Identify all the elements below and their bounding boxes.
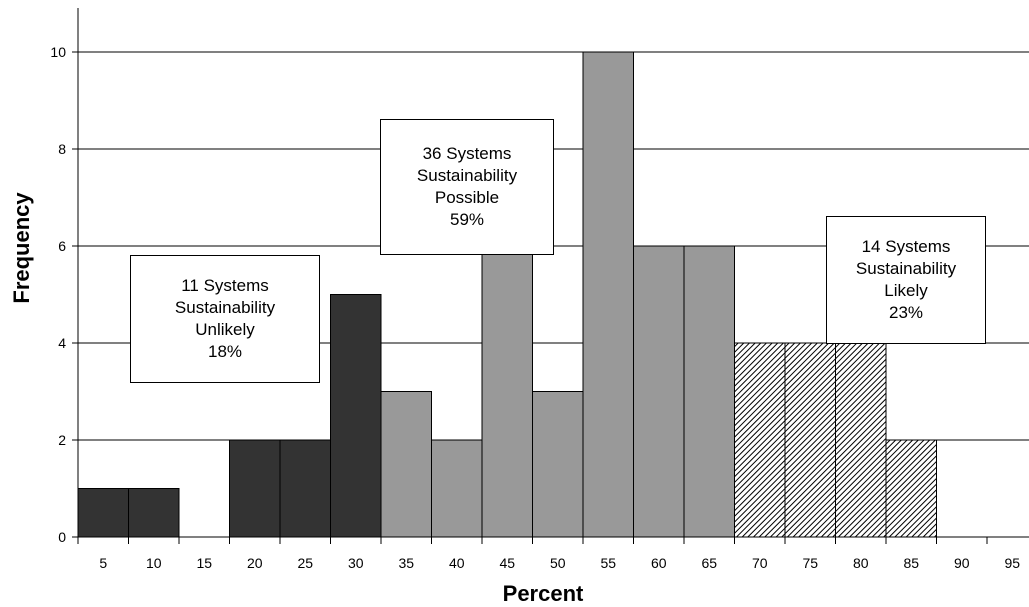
bar-65 bbox=[683, 245, 735, 538]
y-tick-labels: 0 2 4 6 8 10 bbox=[50, 44, 66, 545]
y-tick-label-6: 6 bbox=[58, 238, 66, 254]
annotation-possible-line-1: Sustainability bbox=[416, 166, 518, 185]
bar-30 bbox=[330, 294, 382, 538]
annotation-likely-line-0: 14 Systems bbox=[861, 237, 951, 256]
bar-20 bbox=[229, 439, 281, 538]
y-tick-label-8: 8 bbox=[58, 141, 66, 157]
annotation-possible-line-0: 36 Systems bbox=[422, 144, 512, 163]
y-tick-label-4: 4 bbox=[58, 335, 66, 351]
x-tick-label-15: 15 bbox=[196, 555, 212, 571]
x-tick-label-30: 30 bbox=[348, 555, 364, 571]
x-tick-label-75: 75 bbox=[802, 555, 818, 571]
bar-45 bbox=[481, 245, 533, 538]
bar-80 bbox=[835, 342, 887, 538]
x-tick-labels: 5 10 15 20 25 30 35 40 45 50 55 60 65 70 75 80 85 90 95 bbox=[99, 555, 1020, 571]
x-tick-label-25: 25 bbox=[297, 555, 313, 571]
bar-25 bbox=[279, 439, 331, 538]
annotation-possible-line-2: Possible bbox=[434, 188, 500, 207]
x-tick-label-85: 85 bbox=[903, 555, 919, 571]
y-tick-label-10: 10 bbox=[50, 44, 66, 60]
annotation-likely-line-1: Sustainability bbox=[855, 259, 957, 278]
y-axis-title: Frequency bbox=[9, 192, 34, 304]
x-tick-label-95: 95 bbox=[1004, 555, 1020, 571]
bar-70 bbox=[734, 342, 786, 538]
x-tick-label-40: 40 bbox=[449, 555, 465, 571]
x-tick-label-5: 5 bbox=[99, 555, 107, 571]
x-tick-label-35: 35 bbox=[398, 555, 414, 571]
annotation-unlikely-line-2: Unlikely bbox=[195, 320, 255, 339]
bar-85 bbox=[885, 439, 937, 538]
bar-50 bbox=[532, 391, 584, 538]
bar-35 bbox=[380, 391, 432, 538]
x-tick-label-20: 20 bbox=[247, 555, 263, 571]
x-tick-label-55: 55 bbox=[600, 555, 616, 571]
axes bbox=[72, 8, 1029, 544]
y-tick-label-0: 0 bbox=[58, 529, 66, 545]
bar-60 bbox=[633, 245, 685, 538]
bars-group bbox=[77, 51, 937, 538]
bar-5 bbox=[77, 488, 129, 538]
bar-75 bbox=[784, 342, 836, 538]
x-tick-label-90: 90 bbox=[954, 555, 970, 571]
annotation-likely-line-2: Likely bbox=[884, 281, 928, 300]
bar-40 bbox=[431, 439, 483, 538]
annotation-unlikely-line-3: 18% bbox=[207, 342, 243, 361]
x-tick-label-45: 45 bbox=[499, 555, 515, 571]
x-tick-label-50: 50 bbox=[550, 555, 566, 571]
x-tick-label-80: 80 bbox=[853, 555, 869, 571]
annotation-unlikely-line-0: 11 Systems bbox=[181, 276, 269, 295]
bar-55 bbox=[582, 51, 634, 538]
annotation-unlikely-line-1: Sustainability bbox=[174, 298, 276, 317]
x-tick-label-65: 65 bbox=[701, 555, 717, 571]
annotation-likely-line-3: 23% bbox=[888, 303, 924, 322]
y-tick-label-2: 2 bbox=[58, 432, 66, 448]
annotation-possible-line-3: 59% bbox=[449, 210, 485, 229]
x-tick-label-60: 60 bbox=[651, 555, 667, 571]
x-axis-title: Percent bbox=[503, 581, 584, 606]
x-tick-label-70: 70 bbox=[752, 555, 768, 571]
bar-10 bbox=[128, 488, 180, 538]
annotation-possible: 36 Systems Sustainability Possible 59% bbox=[380, 119, 554, 255]
annotation-likely: 14 Systems Sustainability Likely 23% bbox=[826, 216, 986, 344]
annotation-unlikely: 11 Systems Sustainability Unlikely 18% bbox=[130, 255, 320, 383]
x-tick-label-10: 10 bbox=[146, 555, 162, 571]
